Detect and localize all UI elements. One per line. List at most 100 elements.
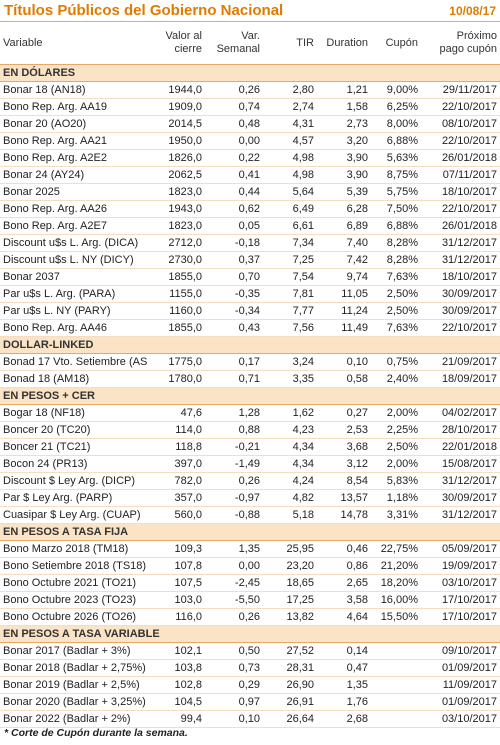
cell: 03/10/2017	[421, 710, 500, 728]
bond-name: Bocon 24 (PR13)	[0, 455, 157, 473]
footnote: * Corte de Cupón durante la semana.	[4, 727, 188, 739]
cell: 11,49	[317, 319, 371, 337]
cell: 22/10/2017	[421, 200, 500, 218]
bond-row: Bonar 2025 1823,0 0,44 5,64 5,39 5,75% 18/10/2…	[0, 183, 500, 201]
cell: 18,20%	[371, 574, 421, 592]
cell: 2,68	[317, 710, 371, 728]
cell: 27,52	[263, 642, 317, 660]
cell: 22/01/2018	[421, 438, 500, 456]
cell: 1,21	[317, 81, 371, 99]
cell: 4,82	[263, 489, 317, 507]
bond-name: Bonar 2025	[0, 183, 157, 201]
bond-name: Bonar 18 (AN18)	[0, 81, 157, 99]
cell: 19/09/2017	[421, 557, 500, 575]
cell: 1855,0	[157, 319, 205, 337]
cell: 357,0	[157, 489, 205, 507]
bond-name: Bono Rep. Arg. A2E7	[0, 217, 157, 235]
cell: 0,47	[317, 659, 371, 677]
bond-row: Bono Rep. Arg. AA46 1855,0 0,43 7,56 11,49 7,…	[0, 319, 500, 337]
cell: 782,0	[157, 472, 205, 490]
cell: 11,05	[317, 285, 371, 303]
cell: 22,75%	[371, 540, 421, 558]
bond-name: Bono Rep. Arg. A2E2	[0, 149, 157, 167]
bond-row: Bonar 2017 (Badlar + 3%) 102,1 0,50 27,52 0,…	[0, 642, 500, 660]
cell: 16,00%	[371, 591, 421, 609]
cell: 2,40%	[371, 370, 421, 388]
bond-row: Bonar 2037 1855,0 0,70 7,54 9,74 7,63% 18/10/2…	[0, 268, 500, 286]
bond-row: Par u$s L. Arg. (PARA) 1155,0 -0,35 7,81 11,…	[0, 285, 500, 303]
bond-row: Discount u$s L. Arg. (DICA) 2712,0 -0,18 7,…	[0, 234, 500, 252]
bond-row: Bonar 2022 (Badlar + 2%) 99,4 0,10 26,64 2,6…	[0, 710, 500, 728]
cell: 21/09/2017	[421, 353, 500, 371]
cell: 0,48	[205, 115, 263, 133]
bond-name: Bonar 2037	[0, 268, 157, 286]
bond-row: Boncer 20 (TC20) 114,0 0,88 4,23 2,53 2,25% 28…	[0, 421, 500, 439]
bond-name: Bono Marzo 2018 (TM18)	[0, 540, 157, 558]
cell: 0,10	[205, 710, 263, 728]
cell: 17/10/2017	[421, 591, 500, 609]
cell: 1,62	[263, 404, 317, 422]
cell: 8,54	[317, 472, 371, 490]
bond-row: Bono Marzo 2018 (TM18) 109,3 1,35 25,95 0,46…	[0, 540, 500, 558]
column-header: Var. Semanal	[205, 22, 263, 65]
cell: 47,6	[157, 404, 205, 422]
cell: 1775,0	[157, 353, 205, 371]
cell: -0,97	[205, 489, 263, 507]
cell: 0,74	[205, 98, 263, 116]
cell: 17,25	[263, 591, 317, 609]
bond-row: Bono Rep. Arg. AA21 1950,0 0,00 4,57 3,20 6,8…	[0, 132, 500, 150]
cell: 118,8	[157, 438, 205, 456]
cell: 1826,0	[157, 149, 205, 167]
bond-name: Bonar 2020 (Badlar + 3,25%)	[0, 693, 157, 711]
cell: 18/09/2017	[421, 370, 500, 388]
bond-name: Discount u$s L. NY (DICY)	[0, 251, 157, 269]
bond-name: Bonar 2022 (Badlar + 2%)	[0, 710, 157, 728]
section-row: DOLLAR-LINKED	[0, 336, 500, 354]
cell: 1,76	[317, 693, 371, 711]
cell: 28/10/2017	[421, 421, 500, 439]
cell: 2730,0	[157, 251, 205, 269]
cell: 3,20	[317, 132, 371, 150]
cell: 18/10/2017	[421, 268, 500, 286]
cell: 0,05	[205, 217, 263, 235]
cell: 0,46	[317, 540, 371, 558]
cell: 0,50	[205, 642, 263, 660]
cell: 6,88%	[371, 217, 421, 235]
bond-row: Bonad 18 (AM18) 1780,0 0,71 3,35 0,58 2,40% 18…	[0, 370, 500, 388]
cell: -5,50	[205, 591, 263, 609]
cell: 102,1	[157, 642, 205, 660]
bond-name: Bonar 24 (AY24)	[0, 166, 157, 184]
bond-name: Bonar 2018 (Badlar + 2,75%)	[0, 659, 157, 677]
bond-name: Bonar 20 (AO20)	[0, 115, 157, 133]
bond-row: Bonad 17 Vto. Setiembre (AS 1775,0 0,17 3,2…	[0, 353, 500, 371]
cell: 0,71	[205, 370, 263, 388]
section-title: EN PESOS A TASA VARIABLE	[0, 625, 500, 643]
bond-row: Bocon 24 (PR13) 397,0 -1,49 4,34 3,12 2,00% 15…	[0, 455, 500, 473]
cell: 0,88	[205, 421, 263, 439]
cell: 7,63%	[371, 319, 421, 337]
cell: 13,82	[263, 608, 317, 626]
cell: 1909,0	[157, 98, 205, 116]
bond-name: Bono Setiembre 2018 (TS18)	[0, 557, 157, 575]
cell: 9,00%	[371, 81, 421, 99]
cell: 15,50%	[371, 608, 421, 626]
cell: 0,26	[205, 608, 263, 626]
bond-name: Boncer 21 (TC21)	[0, 438, 157, 456]
cell: 0,17	[205, 353, 263, 371]
section-row: EN DÓLARES	[0, 64, 500, 82]
section-title: EN PESOS A TASA FIJA	[0, 523, 500, 541]
cell: -2,45	[205, 574, 263, 592]
cell: 31/12/2017	[421, 472, 500, 490]
cell: 2,25%	[371, 421, 421, 439]
cell: 1823,0	[157, 183, 205, 201]
cell: 3,35	[263, 370, 317, 388]
cell: 2014,5	[157, 115, 205, 133]
cell: 2,50%	[371, 438, 421, 456]
cell: 1,28	[205, 404, 263, 422]
cell: 2,80	[263, 81, 317, 99]
cell: 5,83%	[371, 472, 421, 490]
cell: -0,88	[205, 506, 263, 524]
cell: 5,63%	[371, 149, 421, 167]
cell: 4,98	[263, 149, 317, 167]
